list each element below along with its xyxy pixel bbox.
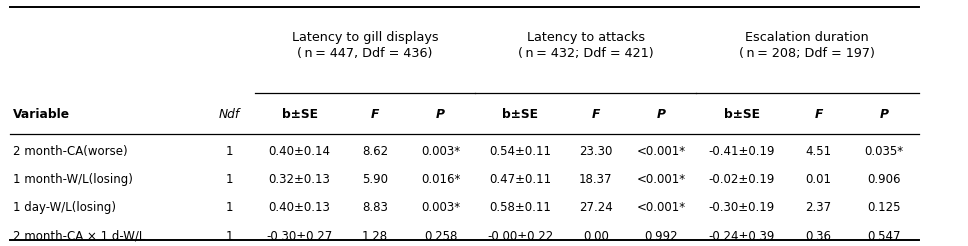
- Text: 1 day-W/L(losing): 1 day-W/L(losing): [13, 201, 115, 214]
- Text: -0.02±0.19: -0.02±0.19: [709, 173, 775, 186]
- Text: 23.30: 23.30: [579, 145, 613, 158]
- Text: 27.24: 27.24: [579, 201, 613, 214]
- Text: P: P: [436, 108, 445, 121]
- Text: 0.906: 0.906: [867, 173, 900, 186]
- Text: 0.125: 0.125: [867, 201, 900, 214]
- Text: 0.36: 0.36: [805, 230, 832, 243]
- Text: 0.32±0.13: 0.32±0.13: [269, 173, 330, 186]
- Text: -0.00±0.22: -0.00±0.22: [487, 230, 554, 243]
- Text: 2 month-CA × 1 d-W/L: 2 month-CA × 1 d-W/L: [13, 230, 145, 243]
- Text: P: P: [656, 108, 666, 121]
- Text: 0.003*: 0.003*: [421, 145, 460, 158]
- Text: -0.30±0.27: -0.30±0.27: [266, 230, 333, 243]
- Text: 1: 1: [226, 201, 232, 214]
- Text: 0.58±0.11: 0.58±0.11: [490, 201, 551, 214]
- Text: Escalation duration
( n = 208; Ddf = 197): Escalation duration ( n = 208; Ddf = 197…: [740, 31, 875, 60]
- Text: F: F: [371, 108, 379, 121]
- Text: b±SE: b±SE: [724, 108, 760, 121]
- Text: 0.035*: 0.035*: [864, 145, 903, 158]
- Text: Latency to attacks
( n = 432; Ddf = 421): Latency to attacks ( n = 432; Ddf = 421): [518, 31, 653, 60]
- Text: -0.41±0.19: -0.41±0.19: [709, 145, 775, 158]
- Text: 0.00: 0.00: [583, 230, 609, 243]
- Text: <0.001*: <0.001*: [637, 201, 685, 214]
- Text: 0.003*: 0.003*: [421, 201, 460, 214]
- Text: Ndf: Ndf: [219, 108, 239, 121]
- Text: 0.40±0.13: 0.40±0.13: [269, 201, 330, 214]
- Text: 0.40±0.14: 0.40±0.14: [268, 145, 331, 158]
- Text: 18.37: 18.37: [579, 173, 613, 186]
- Text: Latency to gill displays
( n = 447, Ddf = 436): Latency to gill displays ( n = 447, Ddf …: [291, 31, 439, 60]
- Text: -0.24±0.39: -0.24±0.39: [709, 230, 775, 243]
- Text: 2 month-CA(worse): 2 month-CA(worse): [13, 145, 127, 158]
- Text: 1: 1: [226, 173, 232, 186]
- Text: b±SE: b±SE: [282, 108, 318, 121]
- Text: F: F: [814, 108, 823, 121]
- Text: 0.992: 0.992: [645, 230, 678, 243]
- Text: 0.258: 0.258: [424, 230, 457, 243]
- Text: 5.90: 5.90: [362, 173, 388, 186]
- Text: Variable: Variable: [13, 108, 70, 121]
- Text: P: P: [879, 108, 889, 121]
- Text: 1 month-W/L(losing): 1 month-W/L(losing): [13, 173, 133, 186]
- Text: 1: 1: [226, 230, 232, 243]
- Text: 2.37: 2.37: [805, 201, 832, 214]
- Text: F: F: [591, 108, 600, 121]
- Text: b±SE: b±SE: [502, 108, 538, 121]
- Text: 0.01: 0.01: [805, 173, 832, 186]
- Text: -0.30±0.19: -0.30±0.19: [709, 201, 775, 214]
- Text: <0.001*: <0.001*: [637, 173, 685, 186]
- Text: 1.28: 1.28: [362, 230, 388, 243]
- Text: <0.001*: <0.001*: [637, 145, 685, 158]
- Text: 0.016*: 0.016*: [421, 173, 460, 186]
- Text: 8.62: 8.62: [362, 145, 388, 158]
- Text: 0.54±0.11: 0.54±0.11: [489, 145, 552, 158]
- Text: 8.83: 8.83: [362, 201, 388, 214]
- Text: 0.547: 0.547: [867, 230, 900, 243]
- Text: 1: 1: [226, 145, 232, 158]
- Text: 0.47±0.11: 0.47±0.11: [489, 173, 552, 186]
- Text: 4.51: 4.51: [805, 145, 832, 158]
